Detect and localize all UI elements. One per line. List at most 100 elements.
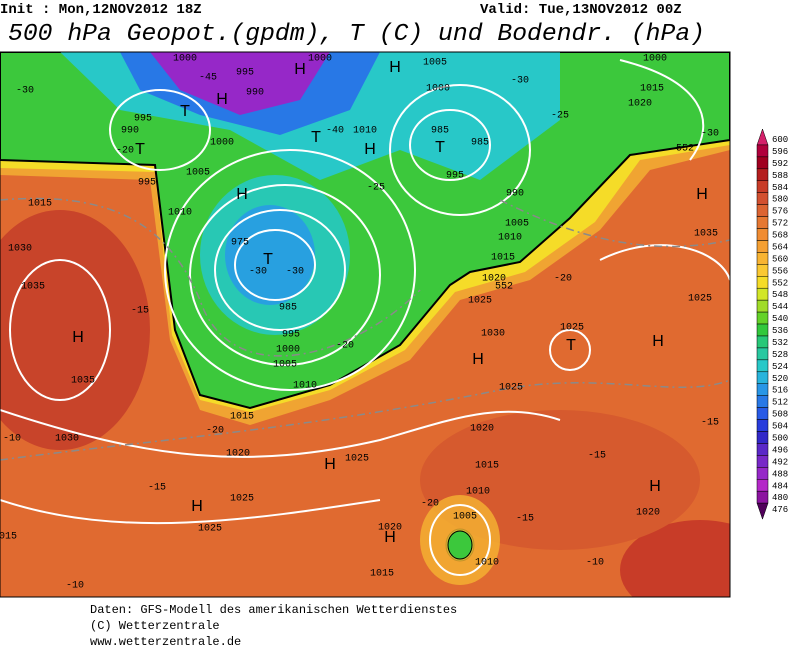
contour-label: -15 xyxy=(588,451,606,462)
init-time: Init : Mon,12NOV2012 18Z xyxy=(0,2,202,18)
colorbar-label: 576 xyxy=(772,207,788,217)
contour-label: -20 xyxy=(116,146,134,157)
contour-label: -20 xyxy=(206,426,224,437)
contour-label: 1030 xyxy=(55,434,79,445)
pressure-center: T xyxy=(135,141,145,158)
colorbar-label: 520 xyxy=(772,374,788,384)
colorbar-swatch xyxy=(756,419,769,432)
colorbar-label: 536 xyxy=(772,326,788,336)
contour-label: -15 xyxy=(148,483,166,494)
contour-label: 1010 xyxy=(168,208,192,219)
contour-label: 1000 xyxy=(308,54,332,65)
contour-label: 1025 xyxy=(560,323,584,334)
contour-label: -20 xyxy=(421,499,439,510)
colorbar-label: 544 xyxy=(772,302,788,312)
pressure-center: H xyxy=(216,91,228,108)
colorbar-label: 572 xyxy=(772,219,788,229)
contour-label: 990 xyxy=(246,88,264,99)
contour-label: 995 xyxy=(236,68,254,79)
colorbar-swatch xyxy=(756,490,769,504)
contour-label: 1035 xyxy=(71,376,95,387)
colorbar-label: 484 xyxy=(772,481,788,491)
contour-label: -30 xyxy=(249,267,267,278)
colorbar-swatch xyxy=(756,128,769,146)
pressure-center: H xyxy=(696,186,708,203)
contour-label: -30 xyxy=(511,76,529,87)
contour-label: 1025 xyxy=(345,454,369,465)
colorbar-swatch xyxy=(756,192,769,205)
contour-label: 1010 xyxy=(293,381,317,392)
contour-label: 985 xyxy=(471,138,489,149)
contour-label: -45 xyxy=(199,73,217,84)
contour-label: 1015 xyxy=(491,253,515,264)
colorbar-label: 476 xyxy=(772,505,788,515)
colorbar-swatch xyxy=(756,156,769,170)
colorbar-swatch xyxy=(756,299,769,313)
colorbar-label: 500 xyxy=(772,434,788,444)
contour-label: 1015 xyxy=(0,532,17,543)
colorbar-swatch xyxy=(756,323,769,337)
colorbar-label: 556 xyxy=(772,266,788,276)
contour-label: -40 xyxy=(326,126,344,137)
pressure-center: T xyxy=(263,251,273,268)
pressure-center: H xyxy=(472,351,484,368)
contour-label: 1000 xyxy=(276,345,300,356)
contour-label: 1030 xyxy=(481,329,505,340)
colorbar-label: 600 xyxy=(772,135,788,145)
colorbar-label: 584 xyxy=(772,183,788,193)
colorbar-label: 592 xyxy=(772,159,788,169)
contour-label: -10 xyxy=(586,558,604,569)
contour-label: 1000 xyxy=(173,54,197,65)
contour-label: 1015 xyxy=(640,84,664,95)
footer-line: Daten: GFS-Modell des amerikanischen Wet… xyxy=(90,603,457,617)
colorbar-swatch xyxy=(756,264,769,277)
pressure-center: H xyxy=(72,329,84,346)
colorbar-label: 588 xyxy=(772,171,788,181)
isobars xyxy=(0,59,730,576)
colorbar-swatch xyxy=(756,216,769,229)
contour-label: 1000 xyxy=(210,138,234,149)
contour-label: -15 xyxy=(516,514,534,525)
warm-area xyxy=(620,520,730,597)
footer-line: www.wetterzentrale.de xyxy=(90,635,241,648)
map-frame xyxy=(0,51,731,598)
contour-label: -25 xyxy=(551,111,569,122)
contour-label: 1015 xyxy=(230,412,254,423)
pressure-center: H xyxy=(364,141,376,158)
colorbar-label: 596 xyxy=(772,147,788,157)
contour-label: 1000 xyxy=(426,84,450,95)
isotherms xyxy=(0,197,730,461)
contour-label: 1015 xyxy=(475,461,499,472)
colorbar-swatch xyxy=(756,276,769,289)
colorbar-label: 516 xyxy=(772,386,788,396)
contour-label: 1010 xyxy=(498,233,522,244)
contour-label: 552 xyxy=(676,144,694,155)
colorbar-label: 552 xyxy=(772,278,788,288)
contour-label: 1025 xyxy=(499,383,523,394)
colorbar-label: 532 xyxy=(772,338,788,348)
contour-label: 1005 xyxy=(505,219,529,230)
contour-label: 1020 xyxy=(470,424,494,435)
colorbar-swatch xyxy=(756,335,769,349)
pressure-center: H xyxy=(652,333,664,350)
contour-label: 995 xyxy=(282,330,300,341)
contour-label: 1025 xyxy=(468,296,492,307)
map-title: 500 hPa Geopot.(gpdm), T (C) und Bodendr… xyxy=(8,21,705,48)
colorbar-label: 524 xyxy=(772,362,788,372)
contour-label: -25 xyxy=(367,183,385,194)
colorbar-swatch xyxy=(756,371,769,384)
footer-line: (C) Wetterzentrale xyxy=(90,619,220,633)
contour-label: 990 xyxy=(506,189,524,200)
colorbar-swatch xyxy=(756,431,769,444)
contour-label: 1015 xyxy=(370,569,394,580)
colorbar-swatch xyxy=(756,359,769,373)
contour-label: 1005 xyxy=(423,58,447,69)
contour-label: 975 xyxy=(231,238,249,249)
colorbar-swatch xyxy=(756,287,769,301)
contour-label: 552 xyxy=(495,282,513,293)
pressure-center: T xyxy=(435,139,445,156)
colorbar-label: 580 xyxy=(772,195,788,205)
colorbar-label: 496 xyxy=(772,445,788,455)
